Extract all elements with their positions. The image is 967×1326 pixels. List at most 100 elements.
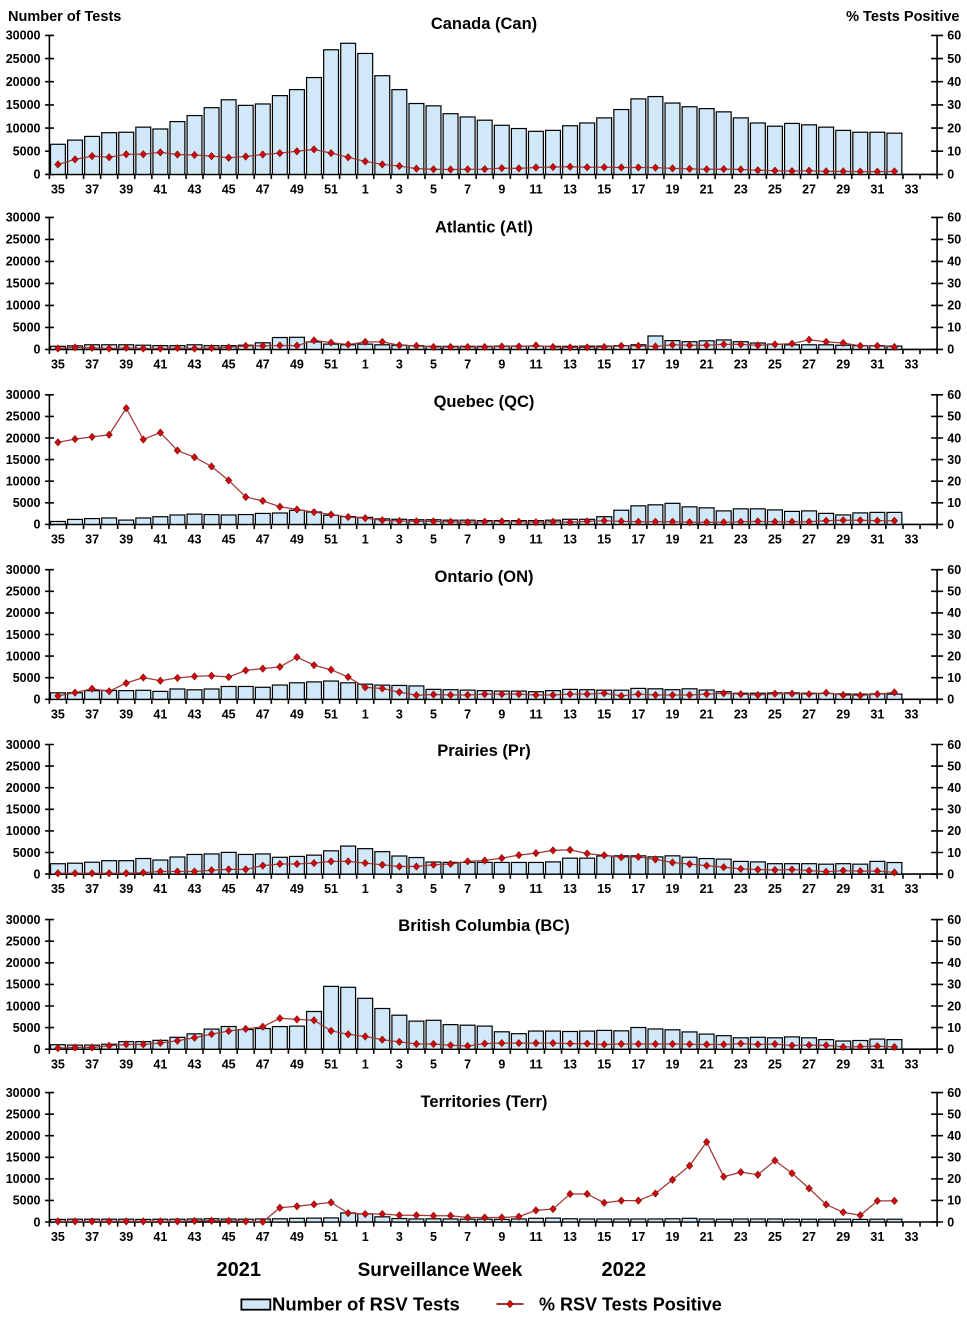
svg-text:23: 23 [734,882,748,896]
svg-text:40: 40 [947,1129,961,1143]
svg-text:25: 25 [768,533,782,547]
svg-text:50: 50 [947,585,961,599]
svg-text:3: 3 [396,533,403,547]
svg-text:23: 23 [734,533,748,547]
svg-text:17: 17 [631,1057,645,1071]
svg-text:31: 31 [870,882,884,896]
svg-text:39: 39 [119,533,133,547]
svg-text:Quebec (QC): Quebec (QC) [434,393,535,411]
svg-text:Number of Tests: Number of Tests [8,9,121,25]
svg-text:35: 35 [51,358,65,372]
svg-text:20: 20 [947,649,961,663]
svg-text:21: 21 [700,882,714,896]
svg-text:5000: 5000 [13,321,41,335]
svg-text:13: 13 [563,707,577,721]
svg-text:21: 21 [700,533,714,547]
svg-text:60: 60 [947,913,961,927]
svg-text:49: 49 [290,882,304,896]
svg-text:20000: 20000 [6,1129,41,1143]
svg-text:10: 10 [947,496,961,510]
svg-text:15000: 15000 [6,277,41,291]
svg-text:7: 7 [464,533,471,547]
svg-text:35: 35 [51,1230,65,1244]
svg-text:27: 27 [802,358,816,372]
svg-text:3: 3 [396,358,403,372]
svg-text:13: 13 [563,882,577,896]
svg-text:60: 60 [947,563,961,577]
svg-text:10000: 10000 [6,999,41,1013]
svg-text:3: 3 [396,882,403,896]
svg-text:5000: 5000 [13,145,41,159]
svg-text:45: 45 [222,1057,236,1071]
svg-text:20000: 20000 [6,956,41,970]
svg-text:47: 47 [256,358,270,372]
svg-text:10: 10 [947,145,961,159]
svg-text:17: 17 [631,1230,645,1244]
svg-text:Canada (Can): Canada (Can) [431,15,537,33]
svg-text:0: 0 [34,1043,41,1057]
svg-text:31: 31 [870,533,884,547]
svg-text:10: 10 [947,1021,961,1035]
svg-text:45: 45 [222,882,236,896]
svg-text:49: 49 [290,533,304,547]
svg-text:35: 35 [51,707,65,721]
svg-text:41: 41 [153,882,167,896]
svg-text:9: 9 [498,1057,505,1071]
svg-text:11: 11 [529,882,542,896]
svg-text:20: 20 [947,475,961,489]
svg-text:60: 60 [947,388,961,402]
svg-text:43: 43 [188,183,202,197]
svg-text:9: 9 [498,882,505,896]
svg-text:49: 49 [290,707,304,721]
svg-text:15000: 15000 [6,453,41,467]
svg-text:47: 47 [256,1057,270,1071]
svg-text:51: 51 [324,882,338,896]
svg-text:7: 7 [464,707,471,721]
svg-text:Week: Week [473,1260,523,1281]
svg-text:37: 37 [85,707,99,721]
svg-text:0: 0 [34,867,41,881]
svg-text:33: 33 [905,1230,919,1244]
svg-text:47: 47 [256,882,270,896]
svg-text:9: 9 [498,707,505,721]
svg-text:60: 60 [947,211,961,225]
svg-text:29: 29 [836,358,850,372]
svg-text:43: 43 [188,707,202,721]
svg-text:21: 21 [700,1230,714,1244]
svg-text:49: 49 [290,1057,304,1071]
svg-text:19: 19 [666,882,680,896]
svg-text:20: 20 [947,299,961,313]
svg-text:23: 23 [734,1230,748,1244]
svg-text:15000: 15000 [6,1151,41,1165]
svg-text:40: 40 [947,956,961,970]
svg-text:5: 5 [430,1230,437,1244]
svg-text:43: 43 [188,1057,202,1071]
svg-text:25000: 25000 [6,1107,41,1121]
svg-text:41: 41 [153,1230,167,1244]
svg-text:10000: 10000 [6,299,41,313]
svg-text:33: 33 [905,882,919,896]
svg-text:30: 30 [947,98,961,112]
svg-text:51: 51 [324,1057,338,1071]
svg-text:5: 5 [430,533,437,547]
svg-text:50: 50 [947,52,961,66]
svg-text:45: 45 [222,707,236,721]
svg-text:30: 30 [947,803,961,817]
svg-text:37: 37 [85,183,99,197]
svg-text:11: 11 [529,1230,542,1244]
svg-text:British Columbia (BC): British Columbia (BC) [398,917,569,935]
svg-text:35: 35 [51,183,65,197]
svg-text:11: 11 [529,183,542,197]
svg-text:1: 1 [362,1230,369,1244]
svg-text:10: 10 [947,846,961,860]
svg-text:39: 39 [119,358,133,372]
svg-text:15: 15 [597,1057,611,1071]
svg-text:13: 13 [563,183,577,197]
svg-text:39: 39 [119,707,133,721]
svg-text:29: 29 [836,882,850,896]
svg-text:29: 29 [836,1230,850,1244]
svg-text:43: 43 [188,533,202,547]
svg-text:60: 60 [947,1086,961,1100]
svg-text:0: 0 [34,1215,41,1229]
svg-text:10000: 10000 [6,649,41,663]
